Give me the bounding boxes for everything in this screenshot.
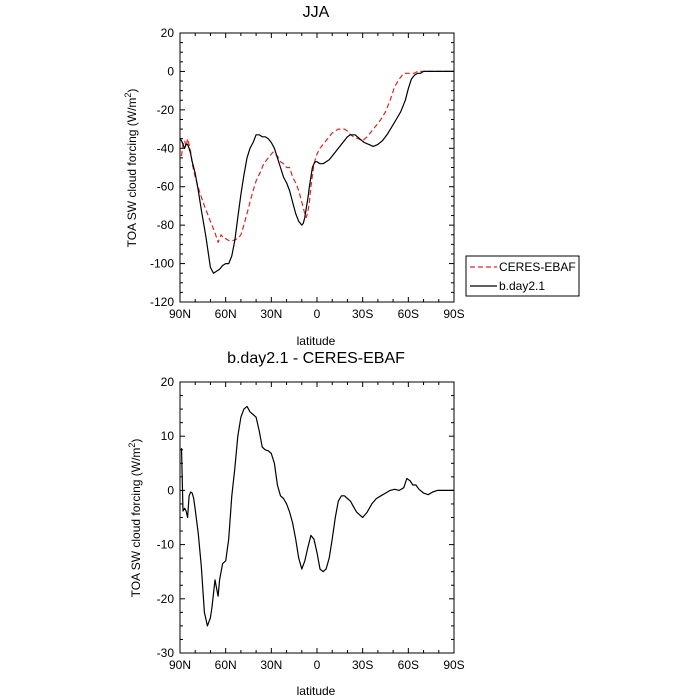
top-x-tick-label: 60S [398,307,419,321]
bottom-x-axis-label: latitude [297,684,336,698]
bottom-x-tick-label: 90N [169,658,191,672]
bottom-plot-frame [179,381,455,654]
bottom-ticks: 90N 60N 30N 0 30S 60S 90S -30 -20 -10 0 10 20 [157,375,465,672]
bottom-x-tick-label: 30S [352,658,373,672]
top-chart-title: JJA [303,4,330,21]
top-x-tick-label: 90N [169,307,191,321]
top-x-tick-label: 90S [443,307,464,321]
top-series-lines [179,70,454,274]
top-y-tick-label: -120 [150,295,174,309]
top-series-line-b-day2-1 [179,70,454,274]
bottom-y-tick-label: -20 [157,592,175,606]
top-series-line-ceres-ebaf [180,70,454,243]
top-y-tick-label: -60 [157,180,175,194]
bottom-chart-title: b.day2.1 - CERES-EBAF [227,350,405,367]
top-x-tick-label: 30N [260,307,282,321]
bottom-x-tick-label: 30N [260,658,282,672]
bottom-x-tick-label: 90S [443,658,464,672]
legend-box [465,255,580,297]
top-y-tick-label: -20 [157,103,175,117]
legend-label-ceres-ebaf: CERES-EBAF [499,260,576,274]
bottom-x-tick-label: 0 [314,658,321,672]
top-x-axis-label: latitude [297,334,336,348]
bottom-panel: b.day2.1 - CERES-EBAF 90N 60N 30N 0 30S 60S 90… [127,350,465,698]
bottom-x-tick-label: 60S [398,658,419,672]
bottom-y-tick-label: -10 [157,538,175,552]
legend-label-b-day2-1: b.day2.1 [499,279,545,293]
top-ticks: 90N 60N 30N 0 30S 60S 90S -120 -100 -80 -60 -40 -20 0… [150,26,465,321]
top-x-tick-label: 0 [314,307,321,321]
bottom-y-axis-label: TOA SW cloud forcing (W/m2) [127,439,143,598]
bottom-series-lines [180,405,454,627]
bottom-series-line-difference [180,405,454,627]
top-plot-area: 90N 60N 30N 0 30S 60S 90S -120 -100 -80 -60 -40 -20 0… [150,26,465,321]
bottom-y-tick-label: 10 [161,429,175,443]
top-x-tick-label: 30S [352,307,373,321]
bottom-y-tick-label: -30 [157,646,175,660]
top-y-tick-label: 0 [167,64,174,78]
bottom-plot-area: 90N 60N 30N 0 30S 60S 90S -30 -20 -10 0 10 20 [157,375,465,672]
top-panel: JJA 90N 60N 30N 0 30S 60S 90S -120 -100 -80 -60 -40… [123,4,580,348]
top-y-tick-label: -80 [157,218,175,232]
top-x-tick-label: 60N [215,307,237,321]
bottom-x-tick-label: 60N [215,658,237,672]
top-y-tick-label: -40 [157,141,175,155]
top-y-axis-label: TOA SW cloud forcing (W/m2) [123,89,139,248]
top-y-tick-label: 20 [161,26,175,40]
top-y-tick-label: -100 [150,257,174,271]
bottom-y-tick-label: 0 [167,483,174,497]
bottom-y-tick-label: 20 [161,375,175,389]
top-legend: CERES-EBAF b.day2.1 [465,255,580,297]
